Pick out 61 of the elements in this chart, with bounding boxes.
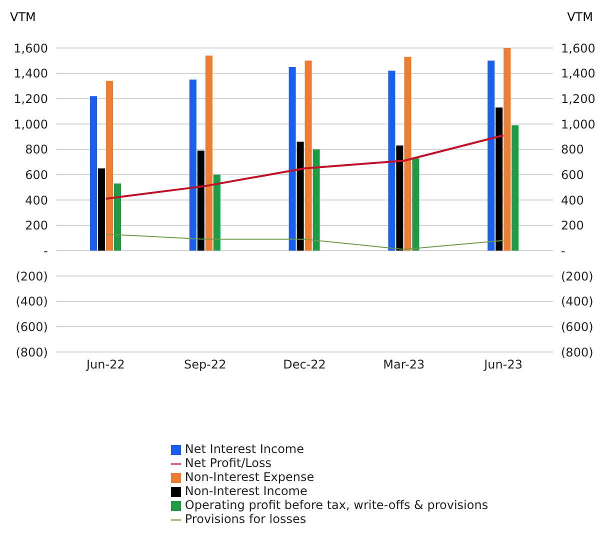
y-tick-label: (600) — [16, 320, 48, 334]
bar — [412, 158, 420, 251]
y2-tick-label: (600) — [561, 320, 594, 334]
y2-tick-label: 1,400 — [561, 66, 596, 81]
bar — [304, 60, 312, 251]
y-tick-label: 600 — [25, 168, 48, 182]
y2-tick-label: (800) — [561, 345, 594, 360]
bar — [114, 184, 121, 251]
bar — [205, 56, 212, 251]
bar — [288, 67, 296, 251]
line-series — [105, 234, 504, 250]
bar — [98, 168, 105, 251]
y2-tick-label: 200 — [561, 218, 584, 233]
line-series — [104, 134, 504, 200]
bar — [296, 142, 304, 251]
y-axis-title: VTM — [10, 10, 36, 24]
x-tick-label: Mar-23 — [383, 358, 425, 372]
legend-label: Provisions for losses — [184, 512, 306, 526]
bar — [504, 48, 511, 251]
y-tick-label: (200) — [16, 269, 48, 284]
legend-label: Net Profit/Loss — [184, 456, 272, 470]
y2-tick-label: (200) — [561, 269, 594, 284]
bar — [312, 149, 320, 251]
y-tick-label: 200 — [25, 218, 48, 233]
y2-tick-label: (400) — [561, 294, 594, 309]
y2-tick-label: 1,000 — [561, 117, 596, 132]
legend-label: Net Interest Income — [184, 442, 304, 456]
legend-label: Non-Interest Income — [184, 484, 308, 498]
y-tick-label: 1,200 — [14, 92, 48, 106]
y2-tick-label: 800 — [561, 142, 584, 157]
legend-label: Non-Interest Expense — [184, 470, 314, 484]
y2-tick-label: 1,600 — [561, 41, 596, 56]
bar — [106, 80, 113, 251]
bar — [404, 56, 412, 251]
y-tick-label: 1,400 — [14, 66, 48, 81]
bar — [90, 96, 97, 251]
y2-tick-label: 400 — [561, 193, 584, 208]
x-tick-label: Jun-22 — [86, 358, 125, 372]
x-tick-label: Jun-23 — [483, 358, 522, 372]
x-tick-label: Dec-22 — [283, 358, 326, 372]
bar — [189, 80, 196, 251]
y-tick-label: (800) — [16, 345, 48, 360]
bar — [512, 125, 519, 251]
y2-tick-label: - — [561, 244, 566, 258]
y-tick-label: - — [44, 244, 48, 258]
bar — [213, 174, 220, 251]
bar — [396, 146, 404, 251]
bar — [197, 150, 204, 251]
y-tick-label: 800 — [25, 142, 48, 157]
legend-label: Operating profit before tax, write-offs & provisions — [184, 498, 488, 512]
y2-axis-title: VTM — [567, 10, 593, 24]
y-tick-label: 400 — [25, 193, 48, 208]
x-tick-label: Sep-22 — [184, 358, 226, 372]
y2-tick-label: 1,200 — [561, 92, 596, 106]
y-tick-label: 1,000 — [14, 117, 48, 132]
bar — [388, 70, 396, 251]
bar — [496, 108, 503, 251]
y-tick-label: (400) — [16, 294, 48, 309]
bar — [488, 60, 495, 251]
y2-tick-label: 600 — [561, 168, 584, 182]
y-tick-label: 1,600 — [14, 41, 48, 56]
